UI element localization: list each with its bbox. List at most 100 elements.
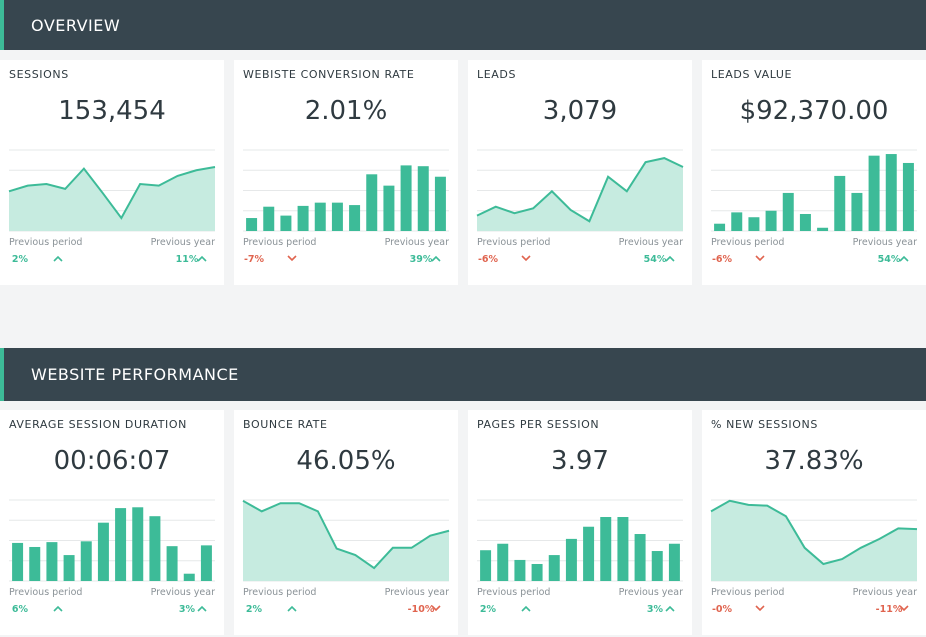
bar <box>765 210 777 231</box>
comparison-label: Previous period <box>243 587 316 598</box>
bar <box>731 212 743 231</box>
bar <box>29 546 41 581</box>
comparison-change: -11% <box>876 604 903 615</box>
comparison-label: Previous period <box>9 587 82 598</box>
bar <box>246 218 258 231</box>
widget-value: 153,454 <box>58 96 166 126</box>
comparison-change: 2% <box>480 604 497 615</box>
trend-arrow <box>665 255 675 262</box>
bar <box>417 166 429 231</box>
section-header: WEBSITE PERFORMANCE <box>0 348 926 401</box>
comparison-change: -0% <box>712 604 733 615</box>
bar <box>817 227 829 231</box>
bar <box>748 217 760 231</box>
sparkline: Previous period -0% Previous year -11% <box>710 499 917 615</box>
bar <box>514 559 526 581</box>
widget-title: SESSIONS <box>9 68 69 81</box>
sparkline: Previous period -6% Previous year 54% <box>476 149 684 265</box>
section-header: OVERVIEW <box>0 0 926 50</box>
bar <box>263 206 275 231</box>
trend-arrow <box>521 255 531 262</box>
area <box>9 167 215 231</box>
comparison-label: Previous year <box>385 587 449 598</box>
widget-value: 46.05% <box>296 446 396 476</box>
bar <box>400 165 412 231</box>
widget-card: PAGES PER SESSION 3.97 Previous period 2% Pr… <box>468 410 692 635</box>
comparison-label: Previous year <box>619 587 683 598</box>
bar <box>714 223 726 231</box>
bar <box>434 176 446 231</box>
bar <box>834 175 846 231</box>
trend-arrow <box>755 605 765 612</box>
bar <box>166 546 178 581</box>
bar <box>132 507 144 581</box>
sparkline: Previous period 2% Previous year -10% <box>242 499 450 615</box>
widget-card: LEADS 3,079 Previous period -6% Previous yea… <box>468 60 692 285</box>
comparison-label: Previous period <box>477 237 550 248</box>
widget-card: LEADS VALUE $92,370.00 Previous period -6% P… <box>702 60 926 285</box>
comparison-change: 3% <box>647 604 664 615</box>
bar <box>548 555 560 581</box>
comparison-label: Previous period <box>9 237 82 248</box>
bar <box>868 155 880 231</box>
widget-title: PAGES PER SESSION <box>477 418 600 431</box>
bar <box>583 526 595 581</box>
widget-title: BOUNCE RATE <box>243 418 328 431</box>
comparison-change: 54% <box>644 254 667 265</box>
bar <box>600 517 612 581</box>
area <box>477 158 683 231</box>
trend-arrow <box>197 605 207 612</box>
sparkline: Previous period -7% Previous year 39% <box>243 149 449 265</box>
bar <box>531 563 543 581</box>
bar <box>480 550 492 581</box>
bar <box>149 516 161 581</box>
comparison-change: 2% <box>12 254 29 265</box>
trend-arrow <box>521 605 531 612</box>
trend-arrow <box>197 255 207 262</box>
trend-arrow <box>431 605 441 612</box>
sparkline: Previous period 2% Previous year 11% <box>8 149 216 265</box>
bar <box>46 542 58 581</box>
sparkline: Previous period -6% Previous year 54% <box>711 149 917 265</box>
widget-title: LEADS VALUE <box>711 68 793 81</box>
trend-arrow <box>53 255 63 262</box>
widget-value: 3.97 <box>551 446 609 476</box>
widget-title: % NEW SESSIONS <box>711 418 818 431</box>
comparison-label: Previous year <box>385 237 449 248</box>
widget-value: 00:06:07 <box>53 446 171 476</box>
trend-arrow <box>431 255 441 262</box>
area <box>243 500 449 581</box>
comparison-change: -10% <box>408 604 435 615</box>
widget-card: % NEW SESSIONS 37.83% Previous period -0% Pr… <box>702 410 926 635</box>
comparison-change: -6% <box>712 254 733 265</box>
comparison-label: Previous year <box>853 237 917 248</box>
bar <box>12 542 24 581</box>
bar <box>902 162 914 231</box>
widget-value: 37.83% <box>764 446 864 476</box>
comparison-label: Previous period <box>477 587 550 598</box>
line <box>8 166 216 220</box>
bar <box>668 543 680 581</box>
widget-title: LEADS <box>477 68 517 81</box>
trend-arrow <box>899 605 909 612</box>
sparkline: Previous period 6% Previous year 3% <box>9 499 215 615</box>
bar <box>634 534 646 581</box>
comparison-label: Previous year <box>619 237 683 248</box>
comparison-label: Previous year <box>853 587 917 598</box>
comparison-change: 6% <box>12 604 29 615</box>
bar <box>885 154 897 231</box>
trend-arrow <box>665 605 675 612</box>
bar <box>565 538 577 581</box>
trend-arrow <box>755 255 765 262</box>
widget-title: AVERAGE SESSION DURATION <box>9 418 187 431</box>
widget-value: $92,370.00 <box>739 96 889 126</box>
comparison-change: 3% <box>179 604 196 615</box>
widget-value: 2.01% <box>304 96 388 126</box>
comparison-label: Previous period <box>243 237 316 248</box>
comparison-change: 54% <box>878 254 901 265</box>
line <box>476 157 684 223</box>
bar <box>651 551 663 581</box>
bar <box>782 192 794 231</box>
bar <box>851 192 863 231</box>
